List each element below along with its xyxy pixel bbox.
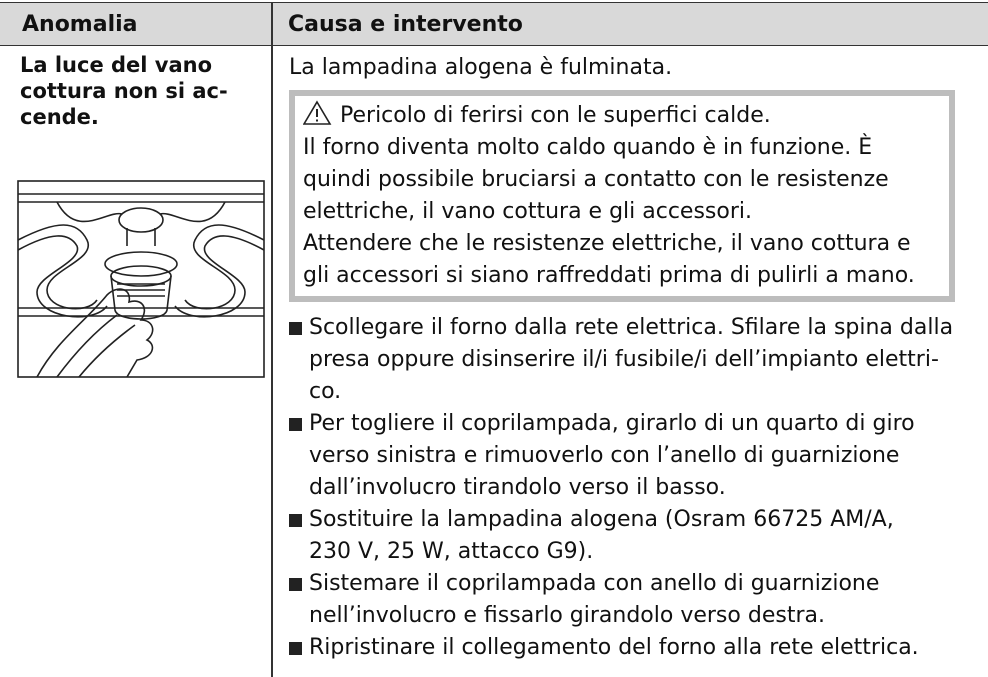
step-line: Sostituire la lampadina alogena (Osram 6… bbox=[309, 507, 894, 532]
step-line: Per togliere il coprilampada, girarlo di… bbox=[309, 411, 915, 436]
step-line: presa oppure disinserire il/i fusibile/i… bbox=[309, 347, 939, 372]
step-line: verso sinistra e rimuoverlo con l’anello… bbox=[309, 443, 900, 468]
step-line: Scollegare il forno dalla rete elettrica… bbox=[309, 315, 954, 340]
anomaly-line: La luce del vano bbox=[20, 53, 213, 77]
step-line: co. bbox=[309, 379, 342, 404]
warning-line: elettriche, il vano cottura e gli access… bbox=[303, 199, 752, 224]
step-line: dall’involucro tirandolo verso il basso. bbox=[309, 475, 726, 500]
step-item: Ripristinare il collegamento del forno a… bbox=[289, 632, 979, 664]
lamp-illustration bbox=[17, 180, 265, 378]
cause-cell: La lampadina alogena è fulminata. Perico… bbox=[289, 52, 979, 664]
column-divider bbox=[271, 2, 273, 677]
warning-line: quindi possibile bruciarsi a contatto co… bbox=[303, 167, 889, 192]
header-cell: Causa e intervento bbox=[288, 12, 523, 37]
step-item: Sostituire la lampadina alogena (Osram 6… bbox=[289, 504, 979, 568]
step-line: nell’involucro e fissarlo girandolo vers… bbox=[309, 603, 825, 628]
step-line: Ripristinare il collegamento del forno a… bbox=[309, 635, 919, 660]
warning-line: gli accessori si siano raffreddati prima… bbox=[303, 263, 915, 288]
warning-title: Pericolo di ferirsi con le superfici cal… bbox=[340, 103, 771, 128]
step-line: 230 V, 25 W, attacco G9). bbox=[309, 539, 594, 564]
warning-icon bbox=[302, 100, 332, 125]
header-cell: Anomalia bbox=[22, 12, 138, 37]
anomaly-line: cottura non si ac- bbox=[20, 79, 228, 103]
warning-line: Attendere che le resistenze elettriche, … bbox=[303, 231, 911, 256]
step-item: Sistemare il coprilampada con anello di … bbox=[289, 568, 979, 632]
steps-list: Scollegare il forno dalla rete elettrica… bbox=[289, 312, 979, 664]
step-item: Per togliere il coprilampada, girarlo di… bbox=[289, 408, 979, 504]
warning-box: Pericolo di ferirsi con le superfici cal… bbox=[289, 90, 955, 302]
step-line: Sistemare il coprilampada con anello di … bbox=[309, 571, 880, 596]
cause-text: La lampadina alogena è fulminata. bbox=[289, 55, 673, 80]
table-header: Anomalia Causa e intervento bbox=[0, 2, 988, 46]
warning-line: Il forno diventa molto caldo quando è in… bbox=[303, 135, 873, 160]
anomaly-cell: La luce del vano cottura non si ac-cende. bbox=[20, 52, 228, 130]
warning-title-line: Pericolo di ferirsi con le superfici cal… bbox=[302, 100, 941, 132]
step-item: Scollegare il forno dalla rete elettrica… bbox=[289, 312, 979, 408]
anomaly-line: cende. bbox=[20, 105, 99, 129]
